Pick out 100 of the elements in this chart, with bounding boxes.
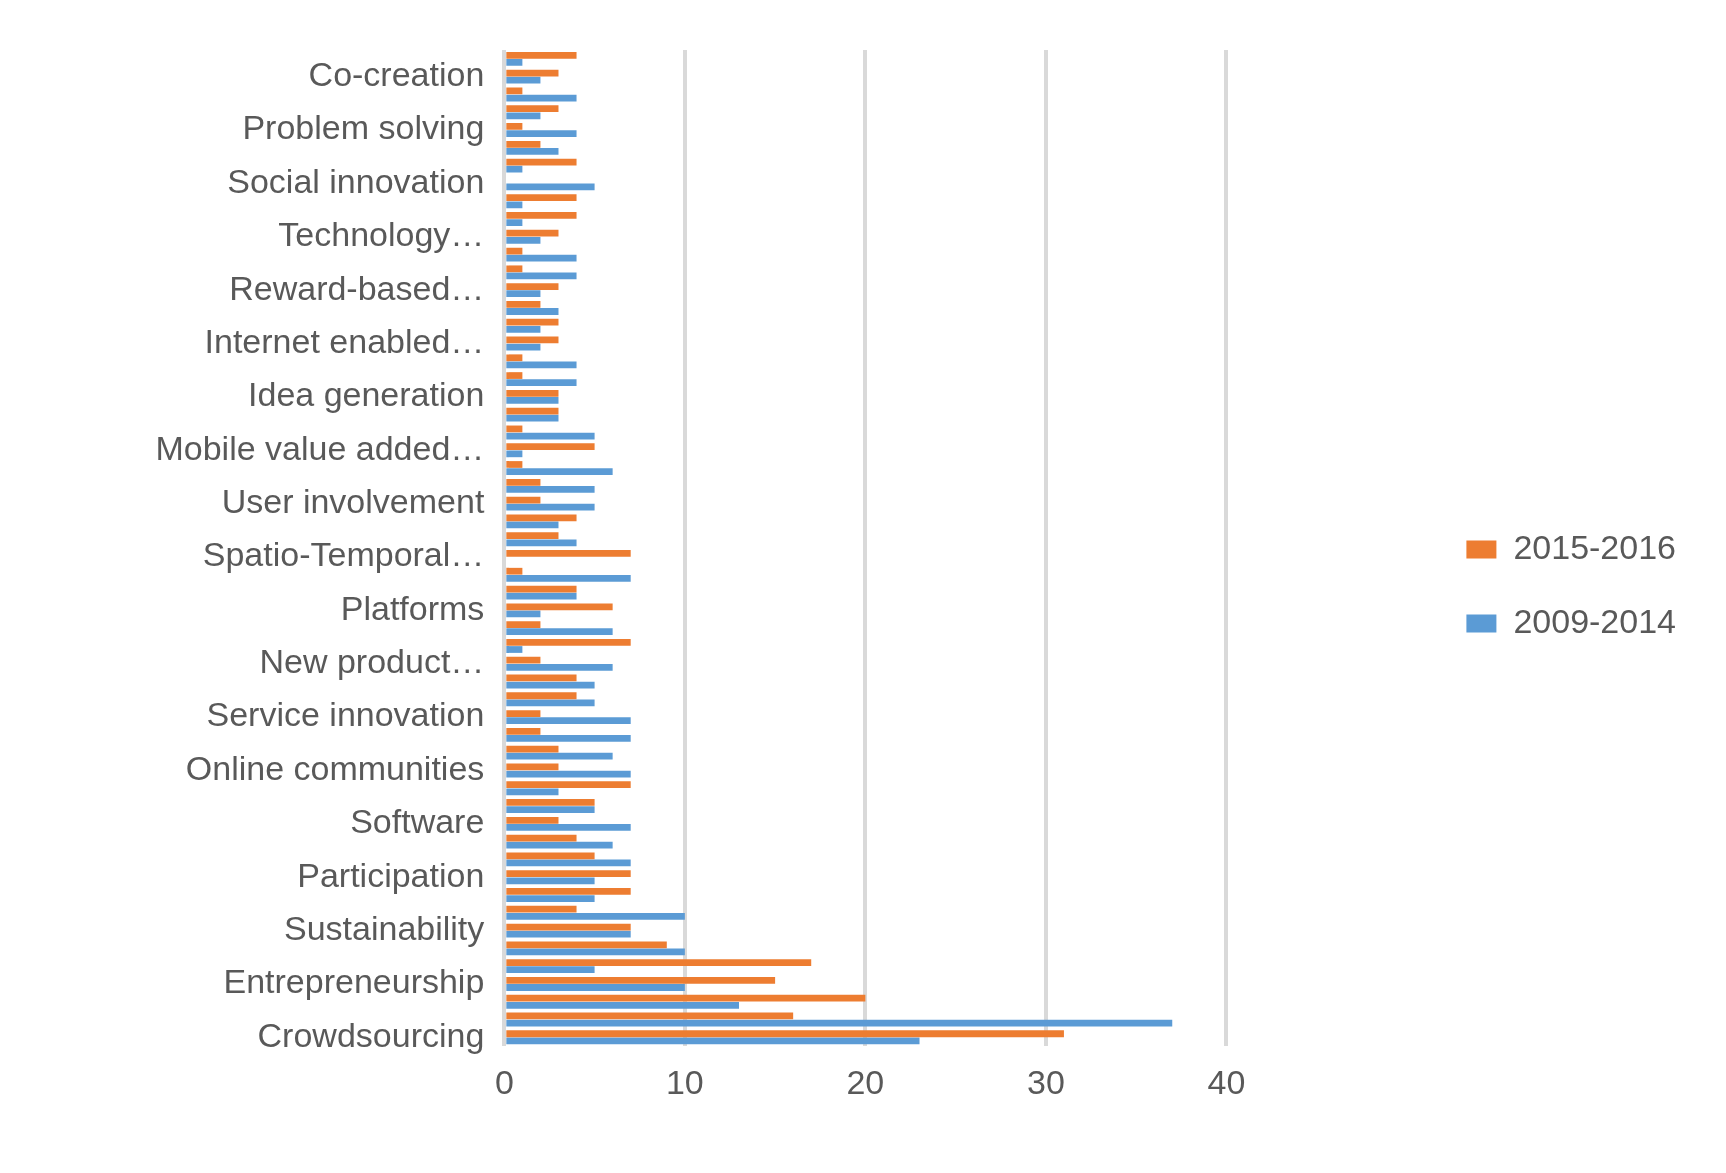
bar — [506, 585, 577, 593]
y-tick-label: Technology… — [278, 215, 485, 254]
bar — [506, 94, 577, 102]
bar — [506, 941, 667, 949]
bar — [506, 646, 523, 653]
bar — [506, 592, 577, 600]
bar — [506, 389, 559, 397]
y-tick-label: Co-creation — [308, 55, 485, 94]
bar — [506, 372, 523, 379]
bar — [506, 130, 577, 137]
bar — [506, 112, 541, 120]
bar — [506, 219, 523, 226]
bar — [506, 550, 631, 557]
bar — [506, 699, 595, 707]
bar — [506, 888, 631, 895]
bar — [506, 283, 559, 290]
bar — [506, 1001, 740, 1009]
y-tick-label: Mobile value added… — [155, 428, 485, 467]
bar — [506, 752, 613, 760]
legend-label: 2015-2016 — [1513, 527, 1677, 566]
bar — [506, 710, 541, 717]
bar — [506, 663, 613, 671]
bar — [506, 877, 595, 885]
bar — [506, 76, 541, 84]
bar — [506, 799, 595, 806]
y-tick-label: Participation — [297, 855, 485, 894]
x-tick-label: 30 — [1026, 1062, 1065, 1101]
bar — [506, 816, 559, 824]
bar — [506, 781, 631, 789]
bar — [506, 461, 523, 468]
bar — [506, 984, 685, 991]
bar — [506, 194, 577, 202]
bar — [506, 1037, 920, 1045]
x-tick-label: 20 — [846, 1062, 885, 1101]
bar — [506, 468, 613, 475]
bar — [506, 1030, 1064, 1038]
bar — [506, 692, 577, 700]
bar — [506, 966, 595, 974]
bar — [506, 977, 776, 984]
bar — [506, 59, 523, 66]
bar — [506, 574, 631, 582]
y-tick-label: Service innovation — [206, 695, 485, 734]
bar — [506, 158, 577, 166]
bar — [506, 265, 523, 273]
bar — [506, 514, 577, 522]
y-tick-label: Problem solving — [242, 108, 485, 147]
bar — [506, 414, 559, 422]
bar — [506, 301, 541, 308]
bar — [506, 450, 523, 458]
y-tick-label: Online communities — [185, 748, 485, 787]
bar — [506, 354, 523, 362]
bar — [506, 870, 631, 878]
bar — [506, 834, 577, 842]
bar — [506, 105, 559, 113]
bar — [506, 229, 559, 237]
y-tick-label: Internet enabled… — [204, 321, 485, 360]
x-tick-label: 40 — [1207, 1062, 1246, 1101]
bar — [506, 841, 613, 849]
x-tick-label: 0 — [494, 1062, 514, 1101]
bar — [506, 148, 559, 155]
bar — [506, 486, 595, 493]
x-tick-label: 10 — [665, 1062, 704, 1101]
y-tick-label: Spatio-Temporal… — [202, 535, 485, 574]
bar — [506, 674, 577, 682]
bar — [506, 930, 631, 938]
bar — [506, 325, 541, 333]
bar — [506, 994, 866, 1002]
bar — [506, 318, 559, 326]
bar — [506, 656, 541, 664]
y-tick-label: Crowdsourcing — [257, 1015, 485, 1054]
bar — [506, 912, 685, 920]
bar — [506, 503, 595, 511]
bar — [506, 824, 631, 831]
y-tick-label: Platforms — [340, 588, 485, 627]
bar — [506, 201, 523, 209]
bar — [506, 539, 577, 547]
bar — [506, 628, 613, 636]
bar — [506, 567, 523, 575]
bar — [506, 236, 541, 244]
y-tick-label: Sustainability — [283, 908, 485, 947]
y-tick-label: New product… — [259, 642, 485, 681]
bar — [506, 621, 541, 628]
bar — [506, 806, 595, 813]
bar — [506, 905, 577, 913]
bar — [506, 397, 559, 404]
bar — [506, 254, 577, 262]
bar — [506, 212, 577, 219]
bar — [506, 272, 577, 280]
legend-label: 2009-2014 — [1513, 601, 1677, 640]
bar — [506, 735, 631, 742]
bar — [506, 717, 631, 725]
bar — [506, 478, 541, 486]
bar — [506, 165, 523, 173]
bar — [506, 727, 541, 735]
y-tick-label: Reward-based… — [229, 268, 485, 307]
bar — [506, 69, 559, 77]
bar — [506, 895, 595, 902]
bar — [506, 959, 812, 966]
bar — [506, 379, 577, 387]
y-tick-label: Entrepreneurship — [223, 962, 485, 1001]
